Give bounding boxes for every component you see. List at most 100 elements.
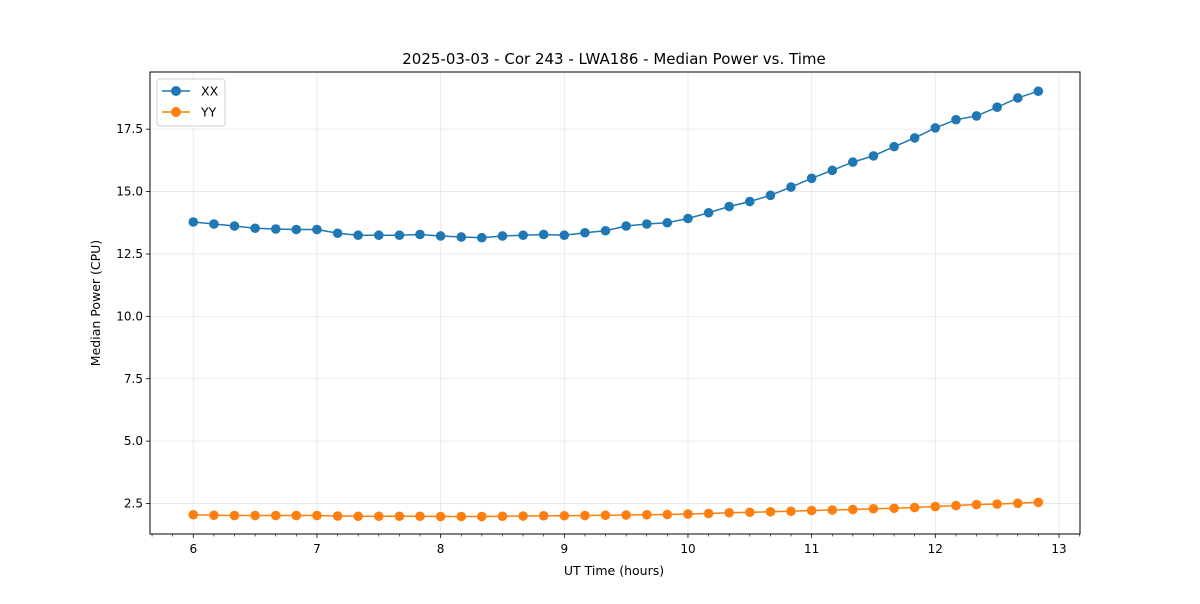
data-point-yy (456, 511, 467, 522)
data-point-xx (848, 157, 858, 167)
data-point-yy (188, 509, 199, 520)
data-point-xx (600, 225, 611, 236)
data-point-yy (703, 508, 714, 519)
data-point-yy (600, 510, 611, 521)
legend-marker-yy (171, 107, 181, 117)
data-point-yy (848, 504, 858, 515)
data-point-yy (971, 499, 982, 510)
data-point-yy (786, 506, 796, 517)
data-point-xx (724, 201, 734, 212)
data-point-yy (353, 511, 363, 522)
data-point-yy (724, 507, 734, 518)
data-point-xx (992, 102, 1002, 112)
data-point-xx (951, 114, 961, 125)
data-point-xx (188, 217, 199, 227)
data-point-xx (621, 221, 631, 231)
y-axis-label: Median Power (CPU) (88, 240, 103, 366)
data-point-xx (291, 224, 302, 235)
data-point-xx (745, 196, 755, 207)
data-point-yy (250, 510, 260, 521)
y-tick-label: 2.5 (124, 497, 143, 511)
data-point-xx (312, 224, 322, 235)
data-point-xx (971, 111, 982, 121)
data-point-yy (683, 509, 693, 519)
data-point-yy (497, 511, 508, 522)
data-point-yy (415, 511, 425, 522)
data-point-xx (683, 213, 693, 224)
data-point-xx (827, 165, 838, 176)
data-point-yy (951, 500, 961, 511)
legend-label-xx: XX (201, 84, 219, 99)
data-point-xx (250, 223, 260, 234)
data-point-yy (909, 502, 920, 513)
data-point-xx (580, 227, 590, 238)
legend-label-yy: YY (200, 105, 217, 120)
data-point-yy (1012, 498, 1023, 509)
y-tick-label: 7.5 (124, 372, 143, 386)
data-point-yy (765, 506, 776, 517)
data-point-xx (889, 141, 899, 152)
data-point-xx (394, 230, 405, 241)
data-point-yy (209, 510, 219, 521)
data-point-yy (538, 510, 549, 521)
data-point-yy (1033, 497, 1044, 508)
data-point-yy (559, 510, 570, 521)
data-point-yy (270, 510, 281, 521)
data-point-yy (930, 501, 941, 512)
data-point-yy (868, 503, 879, 514)
y-tick-label: 15.0 (116, 185, 143, 199)
chart-title: 2025-03-03 - Cor 243 - LWA186 - Median P… (402, 50, 826, 68)
data-point-xx (765, 190, 776, 201)
data-point-yy (312, 510, 322, 521)
y-tick-label: 12.5 (116, 247, 143, 261)
x-tick-label: 6 (189, 542, 197, 556)
data-point-xx (703, 207, 714, 218)
data-point-yy (745, 507, 755, 518)
data-point-xx (456, 232, 467, 242)
x-tick-label: 10 (680, 542, 695, 556)
x-tick-label: 7 (313, 542, 321, 556)
data-point-yy (332, 511, 343, 521)
data-point-yy (806, 505, 817, 516)
data-point-yy (373, 511, 384, 522)
legend-marker-xx (171, 86, 181, 96)
data-point-xx (373, 230, 384, 241)
data-point-xx (868, 151, 879, 161)
x-axis-label: UT Time (hours) (564, 563, 664, 578)
data-point-yy (992, 499, 1002, 509)
data-point-xx (477, 232, 487, 243)
data-point-xx (435, 231, 446, 241)
data-point-yy (229, 510, 240, 521)
data-point-yy (394, 511, 405, 522)
data-point-xx (909, 133, 920, 143)
data-point-yy (435, 511, 446, 522)
data-point-xx (332, 228, 343, 239)
data-point-xx (559, 230, 570, 241)
x-tick-label: 8 (437, 542, 445, 556)
data-point-yy (580, 510, 590, 521)
data-point-xx (538, 229, 549, 240)
data-point-yy (889, 503, 899, 514)
x-tick-label: 13 (1051, 542, 1066, 556)
data-point-yy (827, 505, 838, 515)
x-tick-label: 11 (804, 542, 819, 556)
data-point-yy (662, 509, 673, 520)
data-point-xx (1012, 93, 1023, 103)
data-point-xx (415, 229, 425, 240)
data-point-xx (497, 231, 508, 241)
data-point-xx (270, 224, 281, 234)
data-point-xx (229, 221, 240, 231)
data-point-xx (806, 173, 817, 184)
legend: XX YY (156, 78, 226, 127)
data-point-yy (518, 511, 528, 521)
data-point-yy (641, 509, 652, 520)
y-tick-label: 5.0 (124, 434, 143, 448)
data-point-xx (209, 219, 219, 229)
data-point-xx (786, 182, 796, 192)
y-tick-label: 10.0 (116, 309, 143, 323)
y-tick-label: 17.5 (116, 122, 143, 136)
data-point-yy (477, 511, 487, 522)
data-point-xx (1033, 86, 1044, 97)
